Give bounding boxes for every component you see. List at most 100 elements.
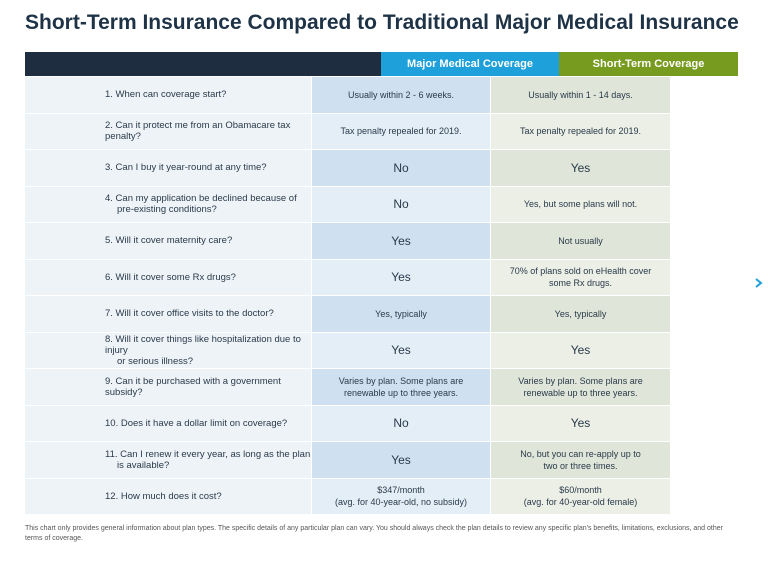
table-row: 2. Can it protect me from an Obamacare t… [25,113,738,149]
column-header: Major Medical Coverage [381,52,559,76]
cell-line: 11. Can I renew it every year, as long a… [105,448,311,460]
answer-cell: Tax penalty repealed for 2019. [311,113,490,149]
answer-cell: Yes, typically [490,296,670,332]
cell-line: 6. Will it cover some Rx drugs? [105,271,236,283]
cell-line: Yes [391,233,411,248]
cell-line: Usually within 2 - 6 weeks. [347,89,455,100]
column-header: Short-Term Coverage [559,52,738,76]
cell-line: (avg. for 40-year-old, no subsidy) [334,497,468,508]
question-cell: 8. Will it cover things like hospitaliza… [25,332,311,368]
table-row: 11. Can I renew it every year, as long a… [25,442,738,478]
table-row: 8. Will it cover things like hospitaliza… [25,332,738,368]
cell-line: Varies by plan. Some plans are [338,375,464,386]
cell-line: 4. Can my application be declined becaus… [105,193,297,205]
cell-line: (avg. for 40-year-old female) [523,497,638,508]
cell-line: $60/month [559,485,602,496]
answer-cell: No [311,150,490,186]
cell-line: 5. Will it cover maternity care? [105,235,233,247]
answer-cell: Yes [311,259,490,295]
cell-line: Yes [570,160,591,175]
answer-cell: Usually within 2 - 6 weeks. [311,77,490,113]
next-arrow[interactable] [752,276,764,290]
answer-cell: Yes, but some plans will not. [490,186,670,222]
cell-line: is available? [117,459,170,471]
cell-line: Varies by plan. Some plans are [518,375,643,386]
answer-cell: Yes [311,442,490,478]
question-cell: 9. Can it be purchased with a government… [25,369,311,405]
answer-cell: No [311,186,490,222]
header-row: Major Medical Coverage Short-Term Covera… [25,52,738,76]
answer-cell: Usually within 1 - 14 days. [490,77,670,113]
table-row: 9. Can it be purchased with a government… [25,369,738,405]
answer-cell: Yes [490,150,670,186]
cell-line: 10. Does it have a dollar limit on cover… [105,417,288,429]
table-row: 5. Will it cover maternity care? Yes Not u… [25,223,738,259]
answer-cell: 70% of plans sold on eHealth cover some R… [490,259,670,295]
answer-cell: Varies by plan. Some plans are renewable … [490,369,670,405]
cell-line: 2. Can it protect me from an Obamacare t… [105,120,291,143]
cell-line: renewable up to three years. [343,387,459,398]
answer-cell: Yes [490,332,670,368]
cell-line: Yes [570,416,591,431]
answer-cell: No [311,405,490,441]
cell-line: 12. How much does it cost? [105,490,222,502]
cell-line: Not usually [558,235,603,246]
table-row: 7. Will it cover office visits to the do… [25,296,738,332]
cell-line: Yes [391,270,411,285]
answer-cell: $60/month (avg. for 40-year-old female) [490,478,670,514]
cell-line: No [393,160,409,175]
cell-line: 3. Can I buy it year-round at any time? [105,162,267,174]
title: Short-Term Insurance Compared to Traditi… [25,11,739,34]
table-row: $12. How much does it cost?$347/month(av… [25,478,738,514]
table-row: $3. Can I buy it year-round at any time?… [25,150,738,186]
table-row: 6. Will it cover some Rx drugs? Yes 70% of… [25,259,738,295]
cell-line: Yes, typically [554,308,607,319]
question-cell: 5. Will it cover maternity care? [25,223,311,259]
cell-line: Usually within 1 - 14 days. [528,89,633,100]
cell-line: 8. Will it cover things like hospitaliza… [105,333,301,356]
cell-line: 1. When can coverage start? [105,89,227,101]
question-cell: 4. Can my application be declined becaus… [25,186,311,222]
cell-line: Yes, typically [375,308,427,319]
cell-line: Yes [391,452,411,467]
answer-cell: $347/month (avg. for 40-year-old, no subs… [311,478,490,514]
cell-line: some Rx drugs. [548,278,613,289]
answer-cell: Yes [490,405,670,441]
question-cell: 10. Does it have a dollar limit on cover… [25,405,311,441]
table-row: 1. When can coverage start? Usually withi… [25,77,738,113]
cell-line: Yes, but some plans will not. [523,199,638,210]
cell-line: renewable up to three years. [523,387,638,398]
question-cell: 2. Can it protect me from an Obamacare t… [25,113,311,149]
cell-line: Yes [391,343,411,358]
table-row: 10. Does it have a dollar limit on cover… [25,405,738,441]
cell-line: 7. Will it cover office visits to the do… [105,308,274,320]
question-cell: 11. Can I renew it every year, as long a… [25,442,311,478]
cell-line: Tax penalty repealed for 2019. [519,126,642,137]
footnote: This chart only provides general informa… [25,525,723,542]
cell-line: or serious illness? [117,355,194,367]
question-cell: 6. Will it cover some Rx drugs? [25,259,311,295]
cell-line: No, but you can re-apply up to [520,448,641,459]
answer-cell: Not usually [490,223,670,259]
header-blank [25,52,381,76]
answer-cell: No, but you can re-apply up to two or thr… [490,442,670,478]
question-cell: 12. How much does it cost? [25,478,311,514]
cell-line: No [393,416,409,431]
table-row: 4. Can my application be declined becaus… [25,186,738,222]
cell-line: pre-existing conditions? [117,204,217,216]
answer-cell: Yes [311,223,490,259]
question-cell: 7. Will it cover office visits to the do… [25,296,311,332]
cell-line: 9. Can it be purchased with a government… [105,375,281,398]
cell-line: Yes [570,343,591,358]
cell-line: $347/month [377,485,425,496]
answer-cell: Tax penalty repealed for 2019. [490,113,670,149]
answer-cell: Yes [311,332,490,368]
question-cell: 1. When can coverage start? [25,77,311,113]
cell-line: Tax penalty repealed for 2019. [340,126,462,137]
comparison-table: Major Medical Coverage Short-Term Covera… [25,52,738,514]
answer-cell: Yes, typically [311,296,490,332]
cell-line: two or three times. [543,460,618,471]
answer-cell: Varies by plan. Some plans are renewable … [311,369,490,405]
question-cell: 3. Can I buy it year-round at any time? [25,150,311,186]
